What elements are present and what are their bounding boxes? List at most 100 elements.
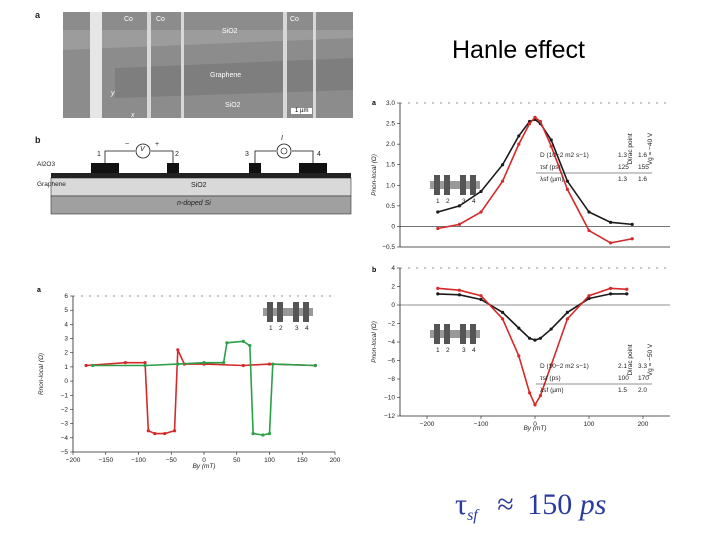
formula-unit: ps bbox=[579, 488, 607, 521]
hanle-chart-b-panel: b 4 2 0 −2 −4 −6 −8 −10 −12 −200 −100 0 100 200 By (mT)… bbox=[370, 262, 680, 432]
x-axis-label: By (mT) bbox=[523, 425, 546, 432]
device-inset-label: 2 bbox=[446, 198, 450, 205]
x-tick-label: 0 bbox=[202, 457, 206, 464]
device-inset-contact bbox=[434, 175, 440, 195]
data-point-red bbox=[163, 431, 167, 436]
y-axis-label: Pnon-local (Ω) bbox=[371, 321, 378, 363]
data-point-red bbox=[479, 294, 483, 298]
data-point-red bbox=[528, 391, 532, 395]
device-inset-label: 1 bbox=[436, 347, 440, 354]
device-inset-contact bbox=[470, 175, 476, 195]
legend-table-header: λsf (µm) bbox=[540, 176, 564, 183]
sem-image bbox=[63, 12, 353, 118]
device-inset-label: 4 bbox=[305, 325, 309, 332]
data-point-black bbox=[630, 222, 634, 226]
y-tick-label: 4 bbox=[391, 265, 395, 272]
contact-3: 3 bbox=[245, 151, 249, 158]
hanle-chart-b: b 4 2 0 −2 −4 −6 −8 −10 −12 −200 −100 0 100 200 By (mT)… bbox=[371, 265, 670, 432]
data-point-red bbox=[609, 241, 613, 245]
legend-value-red: 3.3 bbox=[638, 363, 647, 370]
data-point-red bbox=[549, 144, 553, 148]
data-point-red bbox=[565, 317, 569, 321]
data-point-red bbox=[146, 429, 150, 433]
y-tick-label: −2 bbox=[388, 321, 396, 328]
data-point-red bbox=[533, 115, 537, 119]
data-point-red bbox=[517, 354, 521, 358]
data-point-green bbox=[91, 363, 95, 368]
x-tick-label: 100 bbox=[264, 457, 275, 464]
data-point-black bbox=[565, 179, 569, 183]
data-point-black bbox=[436, 292, 440, 296]
data-point-green bbox=[143, 363, 147, 368]
legend-title: Dirac point bbox=[627, 344, 634, 375]
data-point-black bbox=[565, 310, 569, 314]
device-inset-contact bbox=[444, 175, 450, 195]
legend-value-red: 155 bbox=[638, 164, 649, 171]
legend-value-black: 100 bbox=[618, 375, 629, 382]
x-tick-label: −200 bbox=[66, 457, 81, 464]
data-point-red bbox=[587, 228, 591, 233]
device-inset-label: 2 bbox=[279, 325, 283, 332]
device-inset-channel bbox=[430, 181, 480, 189]
y-tick-label: −3 bbox=[61, 421, 69, 428]
legend-table-header: τsf (ps) bbox=[540, 164, 561, 171]
contact-4: 4 bbox=[317, 151, 321, 158]
y-tick-label: 0 bbox=[64, 378, 68, 385]
series-line-red bbox=[437, 116, 633, 244]
data-point-red bbox=[172, 429, 177, 433]
y-axis-label: Pnon-local (Ω) bbox=[371, 154, 378, 196]
device-schematic bbox=[50, 143, 352, 215]
sem-axis-y: y bbox=[111, 90, 115, 97]
data-point-black bbox=[436, 210, 440, 214]
sem-label-co1: Co bbox=[124, 16, 133, 23]
data-point-black bbox=[549, 327, 553, 331]
y-tick-label: −4 bbox=[61, 435, 69, 442]
y-tick-label: 0 bbox=[391, 223, 395, 230]
data-point-black bbox=[501, 310, 505, 314]
legend-value-red: 1.6 bbox=[638, 176, 647, 183]
spin-valve-chart-panel: a 6 5 4 3 2 1 0 −1 −2 −3 −4 −5 −200 −150 −100 −50 0 50 100 1… bbox=[35, 282, 355, 472]
device-inset-contact bbox=[267, 302, 273, 322]
sio2-layer-label: SiO2 bbox=[191, 182, 207, 189]
y-tick-label: 4 bbox=[64, 321, 68, 328]
legend-table-header: λsf (µm) bbox=[540, 387, 564, 394]
data-point-red bbox=[565, 187, 569, 191]
data-point-red bbox=[153, 431, 157, 436]
data-point-green bbox=[241, 339, 245, 343]
panel-label-schematic: b bbox=[35, 135, 41, 145]
x-tick-label: −150 bbox=[98, 457, 113, 464]
legend-value-red: 2.0 bbox=[638, 387, 647, 394]
y-tick-label: −2 bbox=[61, 406, 69, 413]
y-tick-label: 2 bbox=[64, 350, 68, 357]
legend-table-header: D (10−2 m2 s−1) bbox=[540, 152, 589, 159]
graphene-layer-label: Graphene bbox=[37, 181, 66, 188]
sem-label-co2: Co bbox=[156, 16, 165, 23]
x-tick-label: 150 bbox=[297, 457, 308, 464]
data-point-red bbox=[517, 142, 521, 146]
x-tick-label: −100 bbox=[131, 457, 146, 464]
panel-label: a bbox=[372, 100, 376, 107]
y-tick-label: −12 bbox=[384, 413, 395, 420]
device-inset-contact bbox=[444, 324, 450, 344]
panel-label-sem: a bbox=[35, 10, 41, 20]
data-point-green bbox=[251, 431, 255, 436]
data-point-red bbox=[143, 361, 147, 365]
x-tick-label: −200 bbox=[420, 421, 435, 428]
device-inset-channel bbox=[263, 308, 313, 316]
series-line-green bbox=[92, 340, 316, 436]
device-inset-contact bbox=[434, 324, 440, 344]
voltmeter-plus: + bbox=[155, 141, 160, 148]
sem-label-sio2-bottom: SiO2 bbox=[225, 102, 241, 109]
data-point-red bbox=[479, 210, 483, 214]
contact-2: 2 bbox=[175, 151, 179, 158]
device-inset-label: 2 bbox=[446, 347, 450, 354]
x-tick-label: 200 bbox=[638, 421, 649, 428]
data-point-red bbox=[176, 348, 180, 352]
formula-approx: ≈ bbox=[497, 488, 514, 521]
legend-value-black: 1.5 bbox=[618, 387, 627, 394]
legend-value-red: 1.6 bbox=[638, 152, 647, 159]
device-inset-label: 3 bbox=[462, 347, 466, 354]
data-point-green bbox=[313, 363, 317, 368]
device-inset-contact bbox=[293, 302, 299, 322]
legend-value-black: 2.1 bbox=[618, 363, 627, 370]
